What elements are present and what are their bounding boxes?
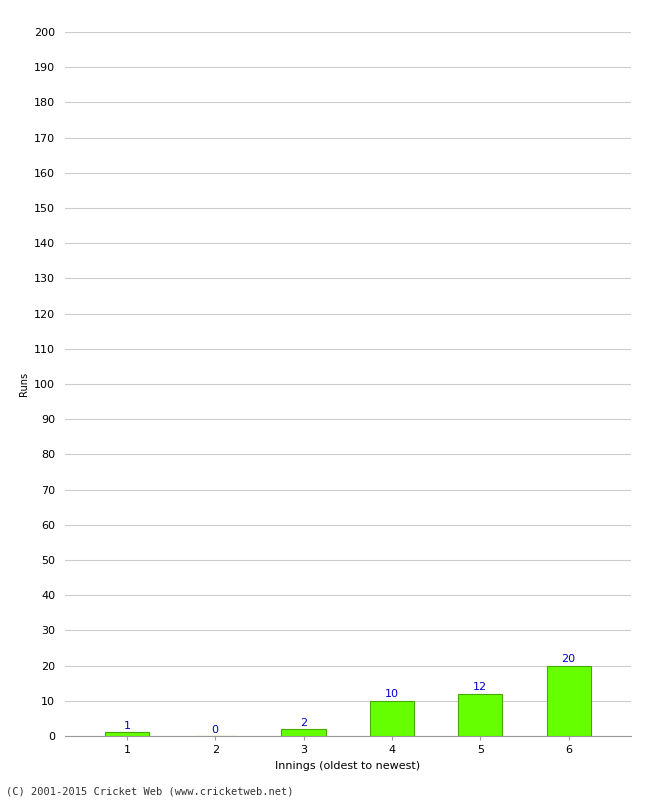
Bar — [458, 694, 502, 736]
Bar — [105, 733, 149, 736]
Bar — [281, 729, 326, 736]
Y-axis label: Runs: Runs — [19, 372, 29, 396]
Text: (C) 2001-2015 Cricket Web (www.cricketweb.net): (C) 2001-2015 Cricket Web (www.cricketwe… — [6, 786, 294, 796]
Bar — [547, 666, 591, 736]
Text: 0: 0 — [212, 725, 218, 734]
Text: 12: 12 — [473, 682, 488, 692]
Text: 10: 10 — [385, 690, 399, 699]
Text: 2: 2 — [300, 718, 307, 727]
Bar — [370, 701, 414, 736]
X-axis label: Innings (oldest to newest): Innings (oldest to newest) — [275, 761, 421, 770]
Text: 1: 1 — [124, 721, 131, 731]
Text: 20: 20 — [562, 654, 576, 664]
